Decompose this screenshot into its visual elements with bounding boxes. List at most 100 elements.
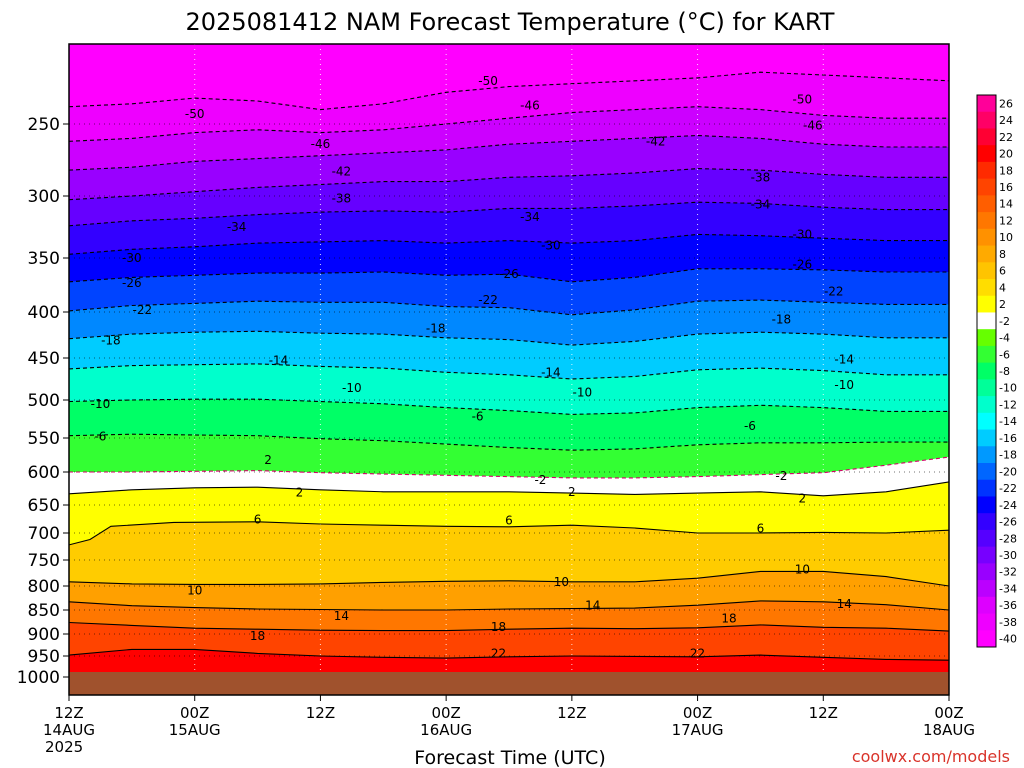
isotherm-label: -34 <box>227 220 247 234</box>
colorbar-label: -4 <box>999 332 1010 345</box>
x-tick-label: 00Z <box>934 704 963 722</box>
colorbar-label: 2 <box>999 298 1006 311</box>
isotherm-label: -14 <box>541 365 561 379</box>
colorbar-swatch <box>977 329 996 347</box>
isotherm-label: 18 <box>721 612 736 626</box>
isotherm-label: -18 <box>772 312 792 326</box>
colorbar-label: -28 <box>999 532 1017 545</box>
isotherm--42 <box>69 134 949 171</box>
temperature-band <box>69 481 949 545</box>
x-tick-label: 2025 <box>45 738 83 756</box>
temperature-band <box>69 135 949 200</box>
colorbar-swatch <box>977 262 996 280</box>
colorbar: 26 24 22 20 18 16 14 12 10 8 6 4 2 -2 -4 -6 -8 -10 -12 -14 -… <box>976 94 1017 648</box>
temperature-band <box>69 168 949 226</box>
colorbar-swatch <box>977 396 996 414</box>
isotherm-label: 6 <box>254 513 262 527</box>
colorbar-label: 20 <box>999 148 1013 161</box>
isotherm-label: -18 <box>426 322 446 336</box>
temperature-band <box>69 600 949 632</box>
x-tick-label: 00Z <box>683 704 712 722</box>
colorbar-label: -10 <box>999 382 1017 395</box>
isotherm-label: 14 <box>585 599 600 613</box>
isotherm--46 <box>69 106 949 142</box>
colorbar-label: -24 <box>999 499 1017 512</box>
y-tick-label: 350 <box>28 249 60 269</box>
y-tick-label: 650 <box>28 496 60 516</box>
isotherm-label: -6 <box>744 419 756 433</box>
isotherm-label: -22 <box>824 284 844 298</box>
isotherm-label: -10 <box>91 397 111 411</box>
colorbar-swatch <box>977 111 996 129</box>
colorbar-frame <box>976 94 997 648</box>
colorbar-swatch <box>977 95 996 113</box>
isotherm-label: -34 <box>751 198 771 212</box>
colorbar-swatch <box>977 580 996 598</box>
colorbar-swatch <box>977 195 996 213</box>
temperature-band <box>69 300 949 346</box>
colorbar-label: -22 <box>999 482 1017 495</box>
x-axis-label: Forecast Time (UTC) <box>414 747 605 768</box>
isotherm-label: -50 <box>185 107 205 121</box>
x-tick-label: 12Z <box>809 704 838 722</box>
colorbar-swatch <box>977 596 996 615</box>
isotherm-label: 2 <box>799 491 807 505</box>
colorbar-swatch <box>977 312 996 330</box>
colorbar-label: -32 <box>999 566 1017 579</box>
isotherm-label: -26 <box>793 257 813 271</box>
colorbar-label: -20 <box>999 465 1017 478</box>
isotherm-label: 2 <box>264 453 272 467</box>
isotherm-label: -50 <box>793 93 813 107</box>
isotherm-label: 6 <box>505 514 513 528</box>
isotherm-label: -38 <box>751 170 771 184</box>
colorbar-swatch <box>977 529 996 548</box>
isotherm--50 <box>69 71 949 111</box>
temperature-band <box>69 521 949 586</box>
isotherm-label: -10 <box>834 378 854 392</box>
isotherm-22 <box>69 648 949 661</box>
x-tick-label: 12Z <box>557 704 586 722</box>
temperature-band <box>69 434 949 478</box>
colorbar-label: 18 <box>999 164 1013 177</box>
credit-text: coolwx.com/models <box>852 747 1010 766</box>
colorbar-label: 22 <box>999 131 1013 144</box>
y-tick-label: 250 <box>28 115 60 135</box>
colorbar-swatch <box>977 345 996 364</box>
y-tick-label: 400 <box>28 303 60 323</box>
colorbar-swatch <box>977 362 996 380</box>
colorbar-swatch <box>977 145 996 163</box>
isotherm-label: 22 <box>690 646 705 660</box>
colorbar-swatch <box>977 429 996 447</box>
chart-title: 2025081412 NAM Forecast Temperature (°C)… <box>186 8 835 36</box>
isotherm-label: -46 <box>311 137 331 151</box>
y-tick-label: 800 <box>28 577 60 597</box>
temperature-band <box>69 268 949 315</box>
colorbar-swatch <box>977 496 996 514</box>
isotherm-label: -10 <box>573 385 593 399</box>
isotherm-label: 2 <box>296 485 304 499</box>
colorbar-label: 16 <box>999 181 1013 194</box>
colorbar-label: 10 <box>999 231 1013 244</box>
isotherm-label: 18 <box>491 620 506 634</box>
isotherm-label: 14 <box>837 597 852 611</box>
colorbar-swatch <box>977 212 996 230</box>
isotherm-label: -14 <box>269 354 289 368</box>
isotherm-label: -2 <box>775 469 787 483</box>
isotherm-label: -46 <box>803 118 823 132</box>
isotherm-10 <box>69 570 949 587</box>
temperature-band <box>69 399 949 451</box>
x-tick-label: 12Z <box>54 704 83 722</box>
isotherm-label: -2 <box>534 473 546 487</box>
ground-surface <box>69 672 949 695</box>
y-tick-label: 500 <box>28 391 60 411</box>
x-tick-label: 15AUG <box>169 721 221 739</box>
temperature-band <box>69 202 949 255</box>
temperature-band <box>69 622 949 661</box>
colorbar-label: -2 <box>999 315 1010 328</box>
isotherm-14 <box>69 600 949 611</box>
isotherm-label: 22 <box>491 646 506 660</box>
colorbar-label: -14 <box>999 415 1017 428</box>
isotherm-label: 10 <box>187 583 202 597</box>
colorbar-swatch <box>977 479 996 497</box>
colorbar-swatch <box>977 446 996 464</box>
